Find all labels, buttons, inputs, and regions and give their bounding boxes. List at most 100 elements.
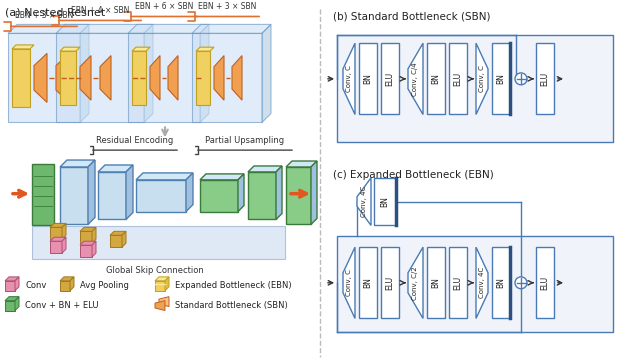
Polygon shape: [408, 43, 423, 114]
Text: Conv, C: Conv, C: [346, 269, 352, 296]
Polygon shape: [238, 174, 244, 211]
Text: EBN + 3 × SBN: EBN + 3 × SBN: [15, 12, 73, 20]
Polygon shape: [8, 24, 89, 33]
Polygon shape: [92, 227, 96, 243]
Polygon shape: [126, 165, 133, 219]
Polygon shape: [56, 24, 153, 33]
Text: EBN + 3 × SBN: EBN + 3 × SBN: [198, 1, 256, 10]
Bar: [32, 164, 54, 226]
Polygon shape: [34, 53, 47, 102]
Polygon shape: [15, 296, 19, 311]
Bar: [132, 51, 146, 105]
Text: (b) Standard Bottleneck (SBN): (b) Standard Bottleneck (SBN): [333, 12, 490, 21]
Polygon shape: [80, 227, 96, 231]
Bar: [128, 33, 200, 122]
Polygon shape: [196, 47, 214, 51]
Text: BN: BN: [497, 73, 506, 84]
Text: Residual Encoding: Residual Encoding: [97, 136, 173, 145]
Bar: [337, 236, 613, 332]
Text: BN: BN: [381, 196, 390, 207]
Text: Partial Upsampling: Partial Upsampling: [205, 136, 285, 145]
Bar: [60, 167, 88, 224]
Bar: [155, 281, 165, 291]
Polygon shape: [476, 247, 488, 319]
Circle shape: [515, 277, 527, 289]
Polygon shape: [110, 231, 126, 235]
Bar: [60, 51, 76, 105]
Bar: [427, 247, 445, 319]
Polygon shape: [56, 53, 69, 102]
Polygon shape: [88, 160, 95, 224]
Polygon shape: [357, 178, 371, 226]
Text: ELU: ELU: [454, 276, 463, 290]
Bar: [110, 235, 122, 247]
Polygon shape: [80, 56, 91, 100]
Bar: [427, 43, 445, 114]
Bar: [98, 172, 126, 219]
Polygon shape: [62, 237, 66, 253]
Polygon shape: [122, 231, 126, 247]
Polygon shape: [132, 47, 150, 51]
Text: Avg Pooling: Avg Pooling: [80, 281, 129, 290]
Bar: [374, 178, 396, 226]
Polygon shape: [286, 161, 317, 167]
Text: EBN + 6 × SBN: EBN + 6 × SBN: [135, 1, 193, 10]
Text: Conv, C: Conv, C: [479, 66, 485, 92]
Bar: [381, 43, 399, 114]
Bar: [192, 33, 262, 122]
Polygon shape: [408, 247, 423, 319]
Polygon shape: [70, 277, 74, 291]
Text: Conv, C/4: Conv, C/4: [413, 62, 419, 96]
Polygon shape: [311, 161, 317, 224]
Polygon shape: [192, 24, 271, 33]
Polygon shape: [186, 173, 193, 211]
Polygon shape: [476, 43, 488, 114]
Bar: [80, 231, 92, 243]
Polygon shape: [200, 24, 209, 122]
Bar: [8, 33, 80, 122]
Polygon shape: [15, 277, 19, 291]
Text: BN: BN: [431, 277, 440, 288]
Polygon shape: [200, 174, 244, 180]
Text: Standard Bottleneck (SBN): Standard Bottleneck (SBN): [175, 301, 288, 310]
Polygon shape: [80, 241, 96, 245]
Text: ELU: ELU: [541, 276, 550, 290]
Text: ELU: ELU: [385, 72, 394, 86]
Polygon shape: [262, 24, 271, 122]
Polygon shape: [276, 166, 282, 219]
Bar: [381, 247, 399, 319]
Polygon shape: [214, 56, 224, 100]
Text: Global Skip Connection: Global Skip Connection: [106, 266, 204, 275]
Polygon shape: [100, 56, 111, 100]
Text: Conv, 4C: Conv, 4C: [479, 267, 485, 298]
Text: Conv + BN + ELU: Conv + BN + ELU: [25, 301, 99, 310]
Polygon shape: [165, 277, 169, 291]
Bar: [200, 180, 238, 211]
Bar: [536, 247, 554, 319]
Text: ELU: ELU: [385, 276, 394, 290]
Text: BN: BN: [431, 73, 440, 84]
Bar: [50, 241, 62, 253]
Polygon shape: [12, 45, 34, 49]
Text: Expanded Bottleneck (EBN): Expanded Bottleneck (EBN): [175, 281, 292, 290]
Bar: [359, 247, 377, 319]
Text: BN: BN: [364, 73, 372, 84]
Text: BN: BN: [364, 277, 372, 288]
Polygon shape: [50, 223, 66, 227]
Polygon shape: [98, 165, 133, 172]
Text: EBN + 4 × SBN: EBN + 4 × SBN: [71, 5, 129, 14]
Bar: [196, 51, 210, 105]
Bar: [50, 227, 62, 239]
Bar: [492, 43, 510, 114]
Polygon shape: [60, 277, 74, 281]
Polygon shape: [136, 173, 193, 180]
Polygon shape: [343, 247, 355, 319]
Bar: [12, 49, 30, 107]
Polygon shape: [159, 296, 169, 307]
Polygon shape: [248, 166, 282, 172]
Bar: [449, 247, 467, 319]
Text: (c) Expanded Bottleneck (EBN): (c) Expanded Bottleneck (EBN): [333, 170, 493, 180]
Bar: [248, 172, 276, 219]
Bar: [60, 281, 70, 291]
Bar: [337, 35, 613, 142]
